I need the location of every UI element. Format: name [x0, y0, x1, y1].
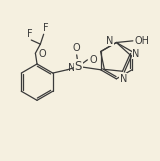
Text: F: F	[43, 23, 49, 33]
Text: O: O	[89, 55, 97, 65]
Text: N: N	[106, 36, 113, 46]
Text: OH: OH	[134, 36, 149, 46]
Text: N: N	[120, 74, 127, 84]
Text: S: S	[75, 60, 82, 73]
Text: F: F	[27, 29, 33, 39]
Text: O: O	[38, 49, 46, 59]
Text: N: N	[132, 49, 140, 59]
Text: O: O	[72, 43, 80, 53]
Text: NH: NH	[68, 63, 83, 73]
